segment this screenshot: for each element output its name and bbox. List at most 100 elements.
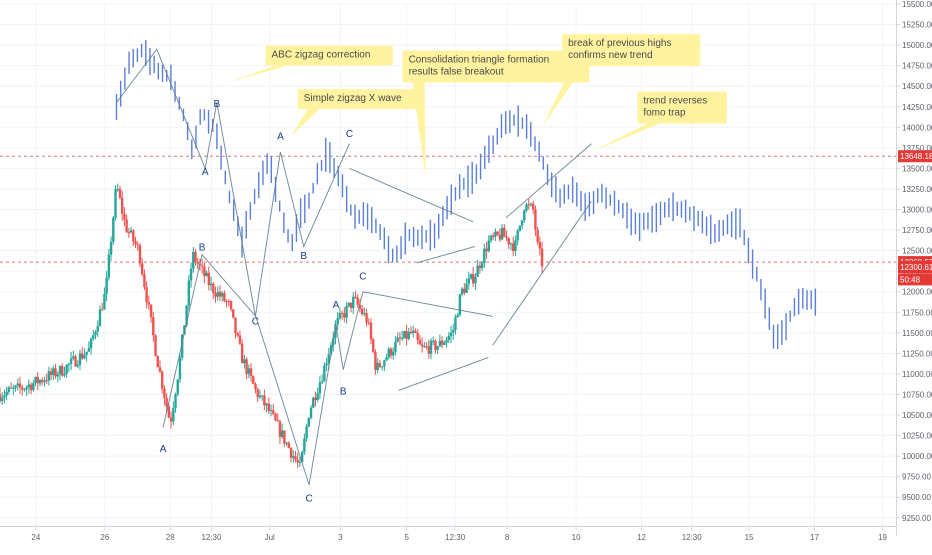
candle-body [178,357,182,380]
candle-body [43,380,46,383]
price-tick-label: 10250.00 [902,432,932,441]
price-tag-label: 13648.18 [900,152,932,161]
candle-body [154,335,157,356]
candle-body [29,384,33,391]
candle-body [520,220,524,226]
candle-body [114,189,117,218]
candle-body [458,294,462,315]
wave-label: A [160,444,167,455]
candle-body [538,241,542,249]
candle-body [225,300,228,302]
candle-body [5,391,8,396]
candle-body [472,274,475,284]
callout-pointer [228,65,288,83]
candle-body [300,451,304,462]
candle-body [223,293,226,301]
candle-body [172,408,175,422]
candle-body [505,236,508,239]
annotation-text: break of previous highs [568,38,671,49]
price-tag [898,261,932,274]
candle-body [89,338,93,349]
candle-body [363,313,366,315]
candle-body [134,241,137,245]
candle-body [511,243,515,251]
candle-body [229,301,233,310]
trendline [398,357,489,391]
wave-label: B [300,251,307,262]
callout-pointer [412,82,426,177]
candle-body [263,395,266,406]
wave-labels: B A C A B C B A A B C C [160,99,367,505]
candle-body [129,230,133,233]
candle-body [169,417,173,422]
candle-body [267,403,271,411]
candle-body [292,456,295,458]
candle-body [160,371,164,389]
candle-body [347,302,350,306]
candle-body [349,302,353,308]
price-tick-label: 9750.00 [902,473,931,482]
candle-body [260,395,264,397]
wave-label: C [252,317,259,328]
candle-body [394,341,397,352]
candle-body [278,421,282,437]
candle-body [203,266,206,277]
candle-body [309,407,313,418]
time-tick-label: Jul [265,533,275,542]
candle-body [498,234,502,240]
wave-label: B [340,386,347,397]
candle-body [96,326,99,332]
candle-body [280,430,284,437]
trendline [204,102,350,317]
price-axis[interactable]: 15500.00 15250.00 15000.00 14750.00 14500.00… [896,0,932,550]
price-tick-label: 14000.00 [902,123,932,132]
wave-label: C [346,129,353,140]
annotation-text: Consolidation triangle formation [409,55,550,66]
callout-pointer [291,109,320,136]
candle-body [32,383,35,391]
candle-body [312,397,315,408]
candle-body [149,304,153,318]
candle-body [165,398,168,407]
candle-body [380,366,384,368]
price-tick-label: 10000.00 [902,452,932,461]
price-tick-label: 12750.00 [902,226,932,235]
candle-body [45,380,48,382]
candle-body [243,359,246,364]
candle-body [63,374,66,376]
candle-body [427,346,430,354]
candle-body [227,301,231,303]
candle-body [92,335,95,339]
time-axis[interactable]: 24 26 28 12:30 Jul 3 5 12:30 8 10 12 12:30 15 17 19 [0,526,896,550]
candle-body [412,330,415,334]
candle-body [276,420,279,422]
wave-label: C [359,271,366,282]
candle-body [234,317,237,334]
candle-body [367,322,370,324]
trendline [416,246,476,264]
time-tick-label: 24 [31,533,40,542]
candle-body [218,291,222,297]
candle-body [345,305,348,318]
candle-body [492,235,495,237]
time-tick-label: 15 [745,533,754,542]
candle-body [87,348,91,352]
candle-body [18,383,22,388]
candle-body [187,280,191,306]
candle-body [474,276,477,284]
candle-body [194,251,197,262]
candle-body [220,293,224,297]
candle-body [305,426,308,439]
candle-body [407,331,410,339]
time-tick-label: 3 [338,533,343,542]
price-tick-label: 10500.00 [902,411,932,420]
candle-body [185,305,188,326]
candle-body [440,340,444,345]
candle-body [432,340,435,342]
trendline [362,291,493,317]
annotation-text: results false breakout [409,67,504,78]
wave-label: A [202,167,209,178]
candle-body [420,344,424,347]
